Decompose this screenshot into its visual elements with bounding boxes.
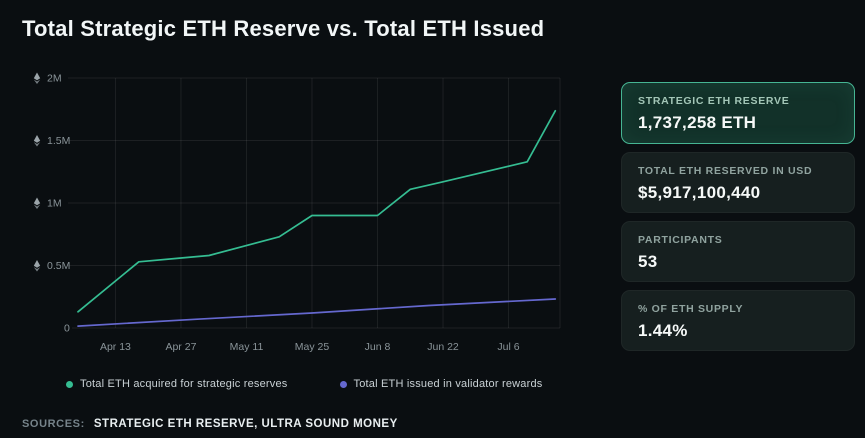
svg-text:1.5M: 1.5M (47, 135, 70, 147)
page-title: Total Strategic ETH Reserve vs. Total ET… (22, 16, 545, 41)
purple-series-dot-icon (339, 380, 347, 388)
stat-card-total-eth-usd: TOTAL ETH RESERVED IN USD $5,917,100,440 (621, 152, 855, 213)
stats-sidebar: STRATEGIC ETH RESERVE 1,737,258 ETH TOTA… (621, 82, 855, 351)
svg-text:2M: 2M (47, 73, 62, 85)
stat-value: 53 (638, 252, 658, 271)
stat-label: PARTICIPANTS (638, 234, 723, 246)
sources-value: STRATEGIC ETH RESERVE, ULTRA SOUND MONEY (93, 418, 398, 430)
stat-label: STRATEGIC ETH RESERVE (638, 95, 790, 107)
legend-item-reserves: Total ETH acquired for strategic reserve… (66, 378, 288, 390)
svg-text:Jun 22: Jun 22 (427, 341, 459, 353)
line-chart-canvas: 0 0.5M 1M 1.5M 2M Apr 13 Apr 27 May 11 May 25 Jun… (33, 72, 561, 353)
svg-text:May 11: May 11 (230, 341, 264, 353)
svg-text:Apr 13: Apr 13 (100, 341, 131, 353)
green-series-dot-icon (66, 380, 73, 388)
stat-value: $5,917,100,440 (638, 183, 761, 202)
stat-value: 1,737,258 ETH (638, 113, 757, 132)
stat-card-strategic-eth-reserve: STRATEGIC ETH RESERVE 1,737,258 ETH (621, 82, 855, 144)
svg-text:May 25: May 25 (295, 341, 330, 353)
stat-label: TOTAL ETH RESERVED IN USD (638, 165, 813, 177)
line-chart: 0 0.5M 1M 1.5M 2M Apr 13 Apr 27 May 11 May 25 Jun… (22, 60, 570, 362)
sources-label: SOURCES: (22, 418, 85, 430)
legend-item-issued: Total ETH issued in validator rewards (339, 378, 543, 390)
svg-text:Jul 6: Jul 6 (497, 341, 519, 353)
svg-text:0: 0 (64, 323, 70, 335)
stat-card-participants: PARTICIPANTS 53 (621, 221, 855, 282)
sources-footer: SOURCES: STRATEGIC ETH RESERVE, ULTRA SO… (22, 418, 398, 430)
svg-text:1M: 1M (47, 198, 62, 210)
chart-legend: Total ETH acquired for strategic reserve… (66, 378, 542, 390)
svg-text:Apr 27: Apr 27 (165, 341, 196, 353)
stat-card-eth-supply-pct: % OF ETH SUPPLY 1.44% (621, 290, 855, 351)
legend-label: Total ETH issued in validator rewards (353, 378, 543, 390)
legend-label: Total ETH acquired for strategic reserve… (80, 378, 288, 390)
svg-text:0.5M: 0.5M (47, 260, 70, 272)
svg-text:Jun 8: Jun 8 (365, 341, 391, 353)
stat-value: 1.44% (638, 321, 688, 340)
stat-label: % OF ETH SUPPLY (638, 303, 744, 315)
